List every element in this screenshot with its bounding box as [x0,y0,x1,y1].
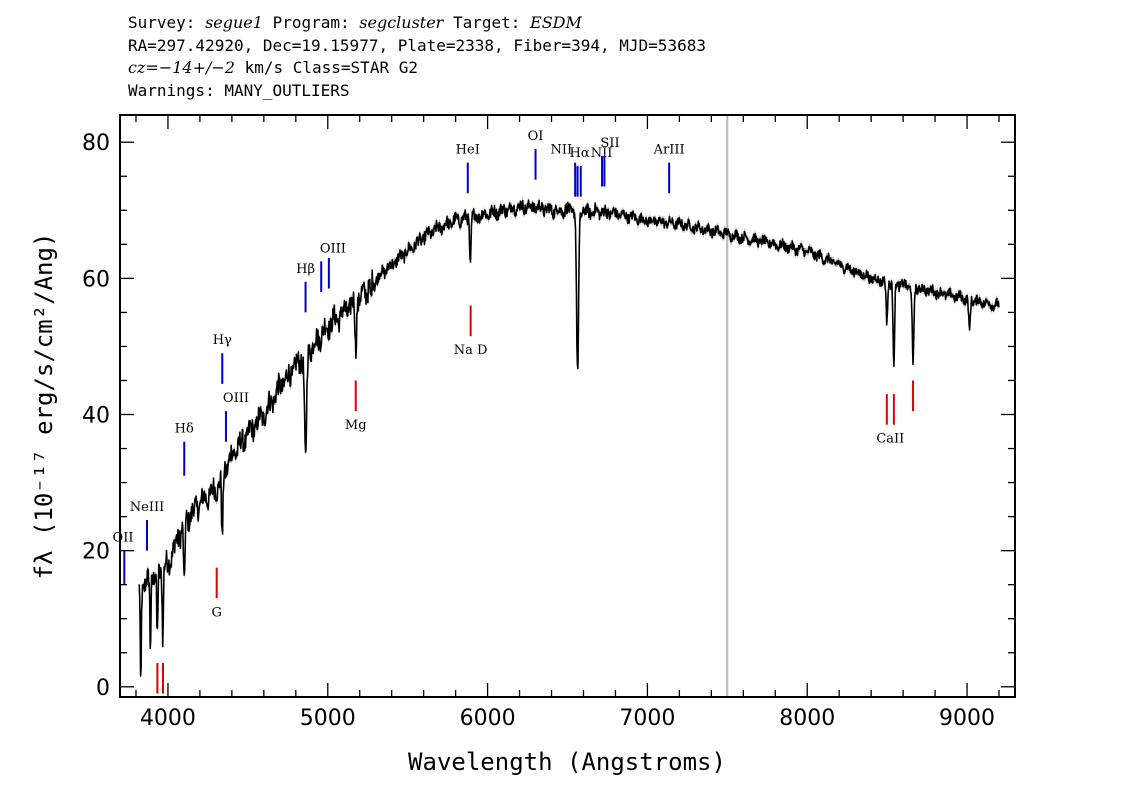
x-tick-label: 8000 [779,706,835,731]
header-survey-line: Survey: segue1 Program: segcluster Targe… [128,12,706,35]
x-axis-title: Wavelength (Angstroms) [408,748,726,776]
emission-line-label: OII [113,531,134,546]
plot-frame [119,114,1016,698]
emission-line-label: Hβ [296,262,315,277]
emission-line-label: Hα [570,146,590,161]
target-label: Target: [443,13,531,32]
absorption-line-label: G [211,605,221,620]
x-tick-label: 4000 [140,706,196,731]
y-tick-label: 20 [82,540,110,565]
emission-line-label: Hδ [175,422,194,437]
y-tick-label: 80 [82,131,110,156]
emission-line-label: OI [528,129,544,144]
emission-line-label: ArIII [653,143,685,158]
absorption-line-label: Na D [454,343,488,358]
y-axis-title: fλ (10⁻¹⁷ erg/s/cm²/Ang) [30,233,58,580]
emission-line-label: NII [591,146,613,161]
x-tick-label: 9000 [939,706,995,731]
header-warnings-line: Warnings: MANY_OUTLIERS [128,80,350,100]
flux-series-line [138,199,1000,677]
ticks-layer [120,115,1015,697]
emission-line-label: Hγ [213,333,232,348]
cz-value: cz=−14+/−2 [128,58,235,77]
x-tick-label: 6000 [460,706,516,731]
class-value: km/s Class=STAR G2 [234,58,418,77]
x-tick-label: 7000 [619,706,675,731]
survey-label: Survey: [128,13,206,32]
program-value: segcluster [359,13,444,32]
emission-line-label: NeIII [130,500,164,515]
program-label: Program: [262,13,360,32]
absorption-line-label: Mg [345,418,367,433]
y-tick-label: 60 [82,267,110,292]
emission-line-label: OIII [223,391,249,406]
target-value: ESDM [530,13,582,32]
absorption-line-label: CaII [876,432,904,447]
y-tick-label: 0 [96,676,110,701]
header-redshift-line: cz=−14+/−2 km/s Class=STAR G2 [128,57,706,80]
emission-line-label: HeI [456,143,480,158]
spectrum-header: Survey: segue1 Program: segcluster Targe… [128,12,706,102]
emission-line-label: SII [600,136,619,151]
emission-line-label: OIII [320,241,346,256]
survey-value: segue1 [205,13,263,32]
emission-line-label: NII [551,143,573,158]
flux-error-band [139,196,999,680]
error-band-layer [139,196,999,680]
x-tick-label: 5000 [300,706,356,731]
spectrum-layer [138,199,1000,677]
y-tick-label: 40 [82,404,110,429]
header-coordinates-line: RA=297.42920, Dec=19.15977, Plate=2338, … [128,35,706,55]
tick-labels-layer: 4000 5000 6000 7000 8000 9000 0 20 40 60 80 [82,131,995,731]
